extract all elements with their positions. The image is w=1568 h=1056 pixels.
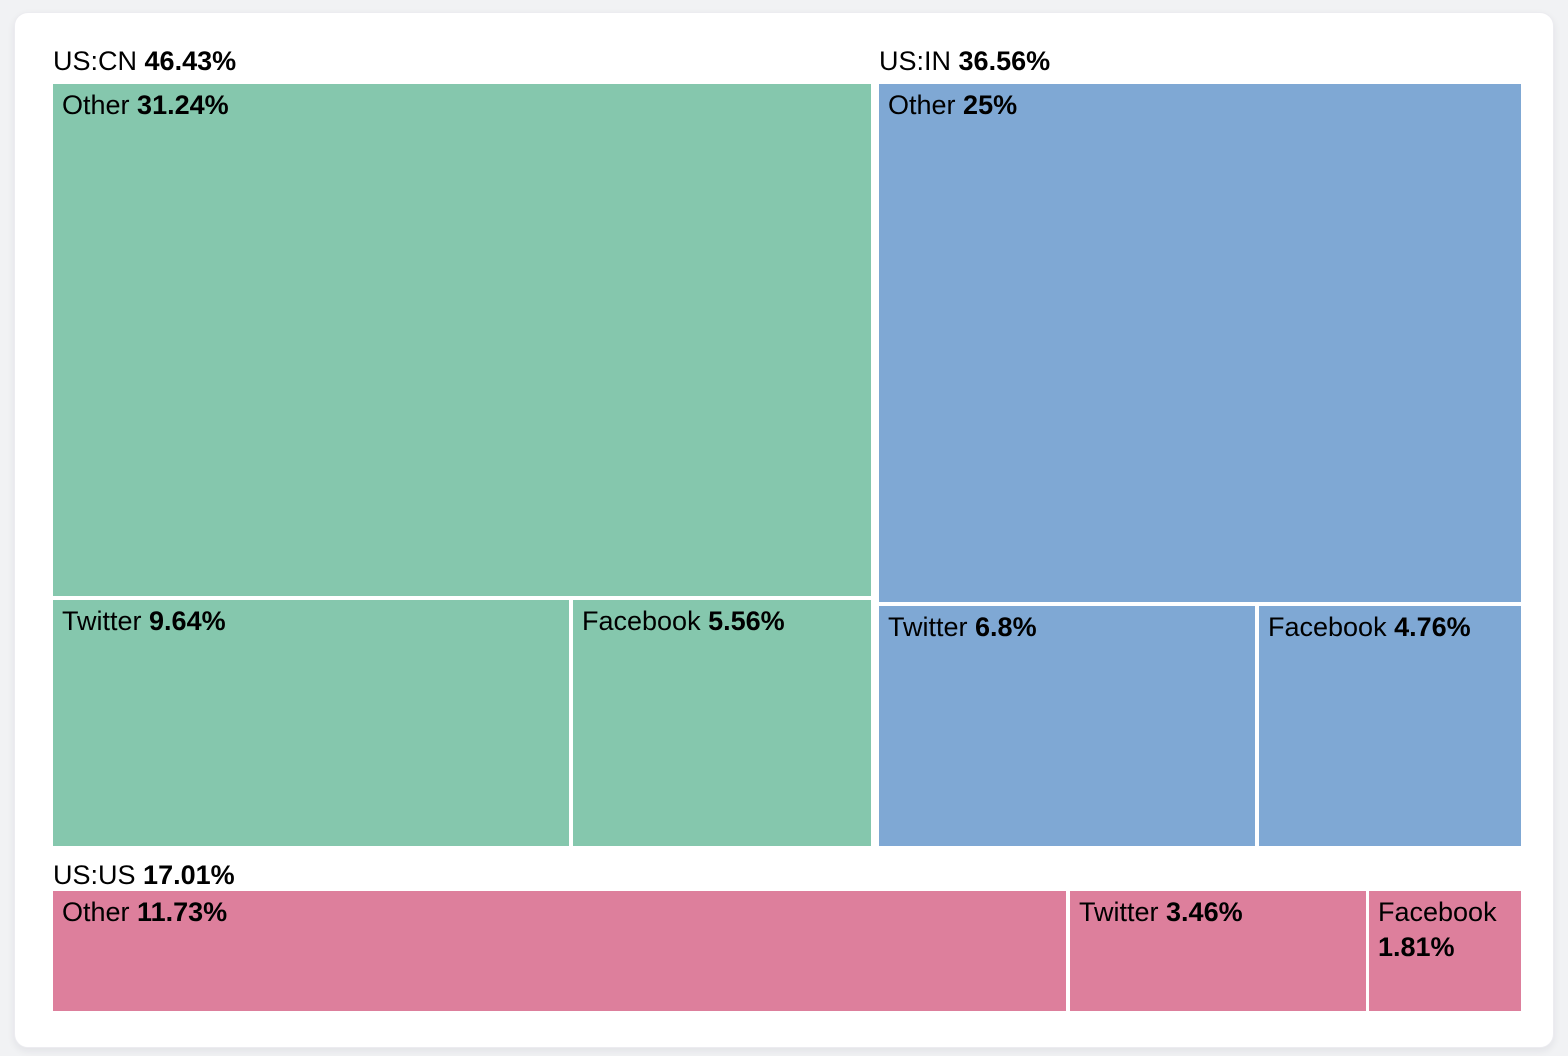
treemap-cell-us-cn-twitter[interactable]: Twitter 9.64% bbox=[53, 600, 569, 846]
treemap-cell-us-in-facebook[interactable]: Facebook 4.76% bbox=[1259, 606, 1521, 846]
group-value: 17.01% bbox=[143, 860, 235, 890]
treemap-card: US:CN 46.43% Other 31.24% Twitter 9.64% … bbox=[14, 12, 1554, 1048]
cell-label: Twitter bbox=[62, 606, 142, 636]
cell-value: 9.64% bbox=[149, 606, 226, 636]
treemap-cell-us-us-other[interactable]: Other 11.73% bbox=[53, 891, 1066, 1011]
cell-value: 5.56% bbox=[708, 606, 785, 636]
cell-label: Other bbox=[888, 90, 956, 120]
cell-value: 4.76% bbox=[1394, 612, 1471, 642]
cell-value: 11.73% bbox=[137, 897, 228, 927]
cell-label: Twitter bbox=[1079, 897, 1159, 927]
cell-label: Other bbox=[62, 90, 130, 120]
treemap-cell-us-cn-other[interactable]: Other 31.24% bbox=[53, 84, 871, 596]
cell-label: Facebook bbox=[1378, 897, 1497, 927]
group-header-us-us: US:US 17.01% bbox=[53, 859, 235, 891]
cell-value: 3.46% bbox=[1166, 897, 1243, 927]
cell-label: Other bbox=[62, 897, 130, 927]
cell-value: 6.8% bbox=[975, 612, 1037, 642]
treemap-cell-us-us-facebook[interactable]: Facebook 1.81% bbox=[1369, 891, 1521, 1011]
group-label: US:CN bbox=[53, 46, 138, 76]
cell-label: Facebook bbox=[1268, 612, 1387, 642]
cell-label: Facebook bbox=[582, 606, 701, 636]
group-value: 36.56% bbox=[958, 46, 1051, 76]
group-value: 46.43% bbox=[144, 46, 237, 76]
treemap-cell-us-in-other[interactable]: Other 25% bbox=[879, 84, 1521, 602]
cell-value: 25% bbox=[963, 90, 1018, 120]
cell-label: Twitter bbox=[888, 612, 968, 642]
cell-value: 1.81% bbox=[1378, 932, 1455, 962]
treemap-cell-us-in-twitter[interactable]: Twitter 6.8% bbox=[879, 606, 1255, 846]
group-label: US:IN bbox=[879, 46, 952, 76]
treemap-cell-us-cn-facebook[interactable]: Facebook 5.56% bbox=[573, 600, 871, 846]
cell-value: 31.24% bbox=[137, 90, 229, 120]
treemap-cell-us-us-twitter[interactable]: Twitter 3.46% bbox=[1070, 891, 1366, 1011]
group-header-us-in: US:IN 36.56% bbox=[879, 45, 1050, 77]
group-header-us-cn: US:CN 46.43% bbox=[53, 45, 236, 77]
group-label: US:US bbox=[53, 860, 136, 890]
